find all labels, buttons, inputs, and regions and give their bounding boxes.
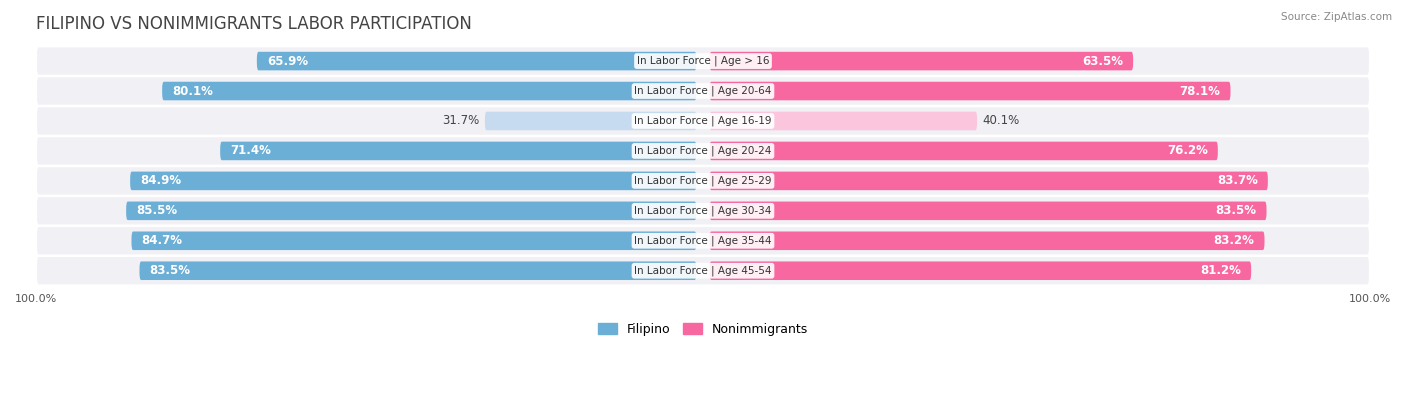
Text: In Labor Force | Age 16-19: In Labor Force | Age 16-19 [634, 116, 772, 126]
FancyBboxPatch shape [221, 142, 696, 160]
Text: 85.5%: 85.5% [136, 204, 177, 217]
FancyBboxPatch shape [710, 171, 1268, 190]
Text: In Labor Force | Age 35-44: In Labor Force | Age 35-44 [634, 235, 772, 246]
FancyBboxPatch shape [139, 261, 696, 280]
Text: 84.9%: 84.9% [141, 174, 181, 187]
Text: 31.7%: 31.7% [443, 115, 479, 128]
Text: Source: ZipAtlas.com: Source: ZipAtlas.com [1281, 12, 1392, 22]
Text: 81.2%: 81.2% [1201, 264, 1241, 277]
Text: In Labor Force | Age 25-29: In Labor Force | Age 25-29 [634, 176, 772, 186]
Text: 71.4%: 71.4% [231, 145, 271, 158]
Text: 83.5%: 83.5% [149, 264, 190, 277]
Text: 76.2%: 76.2% [1167, 145, 1208, 158]
FancyBboxPatch shape [257, 52, 696, 70]
Text: In Labor Force | Age 45-54: In Labor Force | Age 45-54 [634, 265, 772, 276]
FancyBboxPatch shape [162, 82, 696, 100]
FancyBboxPatch shape [485, 112, 696, 130]
FancyBboxPatch shape [37, 106, 1369, 135]
FancyBboxPatch shape [710, 142, 1218, 160]
FancyBboxPatch shape [37, 256, 1369, 286]
FancyBboxPatch shape [37, 136, 1369, 166]
Text: 40.1%: 40.1% [983, 115, 1019, 128]
Text: In Labor Force | Age > 16: In Labor Force | Age > 16 [637, 56, 769, 66]
Text: 63.5%: 63.5% [1083, 55, 1123, 68]
FancyBboxPatch shape [710, 201, 1267, 220]
FancyBboxPatch shape [710, 261, 1251, 280]
Text: In Labor Force | Age 20-24: In Labor Force | Age 20-24 [634, 146, 772, 156]
FancyBboxPatch shape [37, 76, 1369, 106]
FancyBboxPatch shape [710, 112, 977, 130]
Text: In Labor Force | Age 20-64: In Labor Force | Age 20-64 [634, 86, 772, 96]
FancyBboxPatch shape [37, 166, 1369, 196]
Text: 65.9%: 65.9% [267, 55, 308, 68]
Text: 83.2%: 83.2% [1213, 234, 1254, 247]
FancyBboxPatch shape [710, 231, 1264, 250]
Text: 83.7%: 83.7% [1218, 174, 1258, 187]
Text: FILIPINO VS NONIMMIGRANTS LABOR PARTICIPATION: FILIPINO VS NONIMMIGRANTS LABOR PARTICIP… [37, 15, 472, 33]
FancyBboxPatch shape [131, 171, 696, 190]
FancyBboxPatch shape [37, 46, 1369, 76]
FancyBboxPatch shape [710, 82, 1230, 100]
Text: 84.7%: 84.7% [142, 234, 183, 247]
Text: 78.1%: 78.1% [1180, 85, 1220, 98]
FancyBboxPatch shape [37, 196, 1369, 226]
FancyBboxPatch shape [127, 201, 696, 220]
Text: In Labor Force | Age 30-34: In Labor Force | Age 30-34 [634, 205, 772, 216]
FancyBboxPatch shape [132, 231, 696, 250]
Legend: Filipino, Nonimmigrants: Filipino, Nonimmigrants [593, 318, 813, 341]
FancyBboxPatch shape [37, 226, 1369, 256]
Text: 83.5%: 83.5% [1216, 204, 1257, 217]
Text: 80.1%: 80.1% [172, 85, 214, 98]
FancyBboxPatch shape [710, 52, 1133, 70]
